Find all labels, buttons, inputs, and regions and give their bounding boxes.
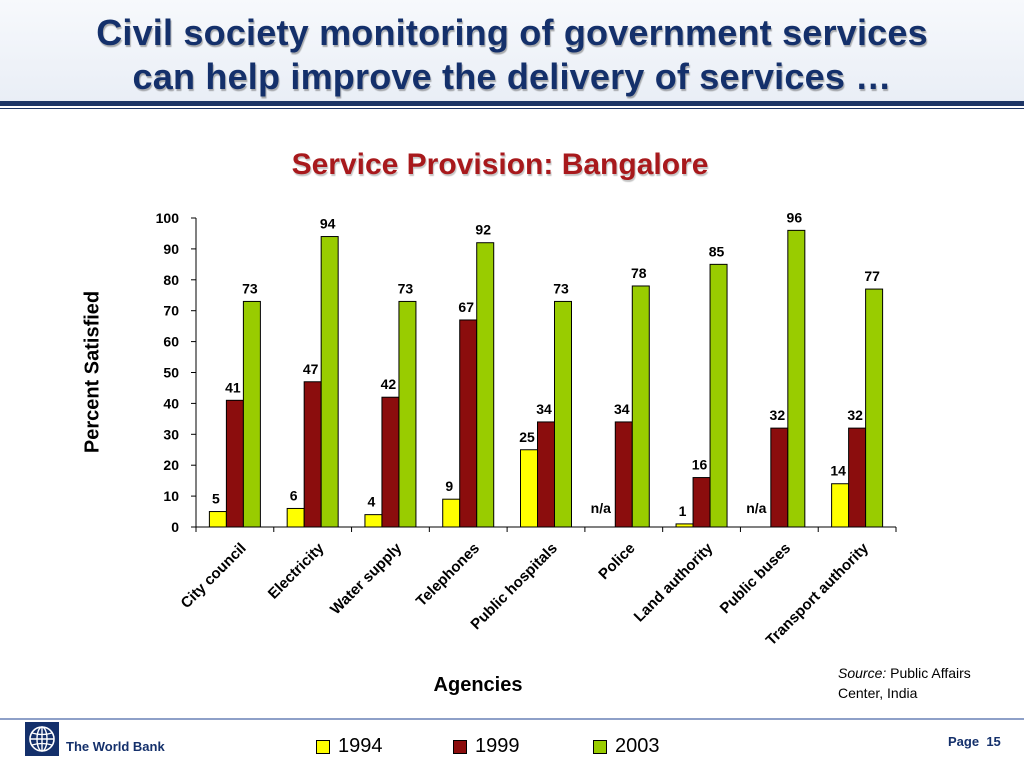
data-label-public-hospitals-2003: 73 bbox=[553, 280, 569, 296]
bar-land-authority-1994 bbox=[675, 523, 694, 528]
slide-title-line-2: can help improve the delivery of service… bbox=[132, 56, 892, 97]
bar-public-hospitals-1994 bbox=[520, 449, 538, 528]
legend-label-1999: 1999 bbox=[475, 735, 520, 757]
bar-city-council-1999 bbox=[225, 399, 244, 528]
data-label-telephones-2003: 92 bbox=[475, 222, 491, 238]
data-label-transport-authority-1994: 14 bbox=[830, 463, 846, 479]
bar-public-hospitals-1999 bbox=[537, 421, 555, 528]
data-label-electricity-1999: 47 bbox=[303, 361, 319, 377]
data-label-transport-authority-1999: 32 bbox=[847, 407, 863, 423]
title-divider bbox=[0, 101, 1024, 106]
y-tick-label: 10 bbox=[163, 488, 179, 504]
data-label-land-authority-1994: 1 bbox=[679, 503, 687, 519]
data-label-electricity-1994: 6 bbox=[290, 487, 298, 503]
y-tick-label: 90 bbox=[163, 241, 179, 257]
bar-telephones-1994 bbox=[442, 498, 461, 528]
bar-police-1999 bbox=[614, 421, 633, 528]
data-label-public-hospitals-1994: 25 bbox=[519, 429, 535, 445]
data-label-land-authority-1999: 16 bbox=[692, 457, 708, 473]
legend-label-1994: 1994 bbox=[338, 735, 383, 757]
data-label-land-authority-2003: 85 bbox=[709, 243, 725, 259]
title-bar: Civil society monitoring of government s… bbox=[0, 0, 1024, 102]
world-bank-logo-icon bbox=[25, 722, 59, 756]
footer-divider bbox=[0, 718, 1024, 720]
bar-public-buses-1999 bbox=[770, 427, 789, 528]
y-tick-label: 20 bbox=[163, 457, 179, 473]
data-label-police-1994: n/a bbox=[591, 500, 611, 516]
data-label-transport-authority-2003: 77 bbox=[864, 268, 880, 284]
bar-telephones-2003 bbox=[476, 242, 495, 528]
bar-public-buses-2003 bbox=[787, 229, 806, 528]
bar-electricity-2003 bbox=[320, 236, 339, 528]
y-tick-label: 30 bbox=[163, 426, 179, 442]
data-label-public-buses-2003: 96 bbox=[787, 209, 803, 225]
source-label: Source: bbox=[838, 665, 887, 681]
data-label-water-supply-2003: 73 bbox=[398, 280, 414, 296]
data-label-police-2003: 78 bbox=[631, 265, 647, 281]
legend-swatch-1999 bbox=[453, 739, 467, 754]
data-label-public-buses-1994: n/a bbox=[746, 500, 766, 516]
bar-transport-authority-1994 bbox=[831, 483, 850, 528]
bar-electricity-1994 bbox=[286, 507, 305, 528]
bar-water-supply-1999 bbox=[381, 396, 400, 528]
category-label-land-authority: Land authority bbox=[631, 539, 717, 625]
data-label-city-council-1999: 41 bbox=[225, 379, 241, 395]
data-label-city-council-2003: 73 bbox=[242, 280, 258, 296]
y-axis-label: Percent Satisfied bbox=[81, 290, 104, 454]
data-label-water-supply-1999: 42 bbox=[381, 376, 397, 392]
legend-item-1994: 1994 bbox=[316, 735, 383, 758]
y-tick-label: 40 bbox=[163, 395, 179, 411]
data-label-city-council-1994: 5 bbox=[212, 491, 220, 507]
x-axis-label: Agencies bbox=[433, 674, 523, 696]
legend-item-2003: 2003 bbox=[593, 735, 660, 758]
bar-public-hospitals-2003 bbox=[554, 300, 572, 528]
category-label-water-supply: Water supply bbox=[327, 539, 406, 618]
bar-land-authority-2003 bbox=[709, 263, 728, 528]
footer-org-name: The World Bank bbox=[66, 739, 165, 754]
bar-transport-authority-1999 bbox=[848, 427, 867, 528]
bar-police-2003 bbox=[631, 285, 650, 528]
bar-transport-authority-2003 bbox=[865, 288, 884, 528]
data-label-public-buses-1999: 32 bbox=[770, 407, 786, 423]
data-label-telephones-1994: 9 bbox=[445, 478, 453, 494]
source-note: Source: Public Affairs Center, India bbox=[838, 663, 1013, 703]
category-label-telephones: Telephones bbox=[413, 540, 483, 610]
y-tick-label: 50 bbox=[163, 365, 179, 381]
legend-item-1999: 1999 bbox=[453, 735, 520, 758]
bar-telephones-1999 bbox=[459, 319, 478, 528]
bar-land-authority-1999 bbox=[692, 477, 711, 528]
source-text: Public Affairs Center, India bbox=[838, 665, 971, 701]
legend-swatch-2003 bbox=[593, 739, 607, 754]
bar-water-supply-1994 bbox=[364, 514, 383, 528]
y-tick-label: 60 bbox=[163, 334, 179, 350]
category-label-city-council: City council bbox=[178, 540, 250, 612]
data-label-electricity-2003: 94 bbox=[320, 216, 336, 232]
page-number: Page 15 bbox=[948, 734, 1001, 749]
y-tick-label: 80 bbox=[163, 272, 179, 288]
bar-water-supply-2003 bbox=[398, 300, 417, 528]
category-label-electricity: Electricity bbox=[265, 539, 328, 602]
data-label-police-1999: 34 bbox=[614, 401, 630, 417]
bar-city-council-1994 bbox=[208, 511, 227, 528]
y-tick-label: 0 bbox=[171, 519, 179, 535]
legend-label-2003: 2003 bbox=[615, 735, 660, 757]
legend-swatch-1994 bbox=[316, 739, 330, 754]
data-label-water-supply-1994: 4 bbox=[368, 494, 376, 510]
category-label-public-buses: Public buses bbox=[717, 540, 794, 617]
data-label-telephones-1999: 67 bbox=[458, 299, 474, 315]
bar-electricity-1999 bbox=[303, 381, 322, 528]
slide-title-line-1: Civil society monitoring of government s… bbox=[96, 12, 928, 53]
data-label-public-hospitals-1999: 34 bbox=[536, 401, 552, 417]
y-tick-label: 70 bbox=[163, 303, 179, 319]
chart-title: Service Provision: Bangalore bbox=[291, 148, 709, 181]
category-label-public-hospitals: Public hospitals bbox=[467, 540, 560, 633]
y-tick-label: 100 bbox=[156, 210, 180, 226]
page-value: 15 bbox=[986, 734, 1001, 749]
page-label: Page bbox=[948, 734, 980, 749]
title-divider-thin bbox=[0, 108, 1024, 109]
bar-city-council-2003 bbox=[242, 300, 261, 528]
category-label-police: Police bbox=[595, 540, 638, 583]
